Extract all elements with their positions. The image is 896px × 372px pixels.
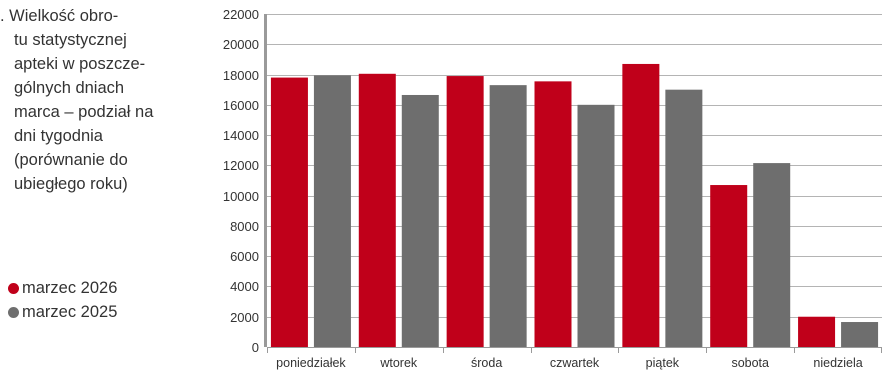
bar-2025	[753, 163, 791, 347]
y-axis-line	[264, 14, 267, 347]
y-tick-label: 22000	[223, 7, 259, 22]
legend-marker-2025	[8, 306, 19, 318]
bar-2025	[401, 94, 439, 347]
caption-line: . Wielkość obro-	[0, 7, 119, 25]
caption-line: ubiegłego roku)	[14, 175, 128, 193]
bar-2025	[489, 85, 527, 348]
bar-2026	[534, 81, 572, 348]
y-tick-label: 8000	[230, 219, 259, 234]
x-tick-label: czwartek	[550, 356, 600, 370]
x-tick-label: piątek	[646, 356, 680, 370]
bar-2026	[270, 77, 308, 347]
y-tick-label: 20000	[223, 37, 259, 52]
chart-legend: marzec 2026 marzec 2025	[8, 276, 117, 324]
legend-item-2025: marzec 2025	[8, 300, 117, 324]
y-tick-label: 14000	[223, 128, 259, 143]
y-tick-label: 16000	[223, 98, 259, 113]
caption-line: apteki w poszcze-	[14, 55, 146, 73]
caption-line: gólnych dniach	[14, 79, 125, 97]
bar-2026	[446, 76, 484, 348]
x-tick-label: niedziela	[813, 356, 862, 370]
legend-label-2025: marzec 2025	[22, 303, 118, 321]
y-tick-label: 6000	[230, 249, 259, 264]
y-tick-label: 4000	[230, 279, 259, 294]
y-tick-label: 2000	[230, 310, 259, 325]
caption-line: (porównanie do	[14, 151, 128, 169]
bar-2026	[710, 185, 748, 347]
chart-caption: . Wielkość obro- tu statystycznej apteki…	[0, 4, 178, 196]
bar-2025	[665, 89, 703, 347]
bar-2025	[577, 104, 615, 348]
y-tick-label: 12000	[223, 158, 259, 173]
bar-2026	[798, 316, 836, 347]
y-tick-label: 10000	[223, 189, 259, 204]
x-tick-label: poniedziałek	[276, 356, 346, 370]
legend-marker-2026	[8, 282, 19, 294]
y-tick-label: 0	[252, 340, 259, 355]
x-tick-label: środa	[471, 356, 502, 370]
caption-line: dni tygodnia	[14, 127, 103, 145]
y-tick-label: 18000	[223, 68, 259, 83]
bar-2025	[841, 322, 879, 347]
x-tick-label: wtorek	[379, 356, 418, 370]
bar-2026	[622, 63, 660, 347]
bar-2026	[358, 73, 396, 347]
legend-label-2026: marzec 2026	[22, 279, 118, 297]
legend-item-2026: marzec 2026	[8, 276, 117, 300]
bar-2025	[313, 75, 351, 347]
x-tick-label: sobota	[731, 356, 769, 370]
caption-line: marca – podział na	[14, 103, 154, 121]
caption-line: tu statystycznej	[14, 31, 127, 49]
